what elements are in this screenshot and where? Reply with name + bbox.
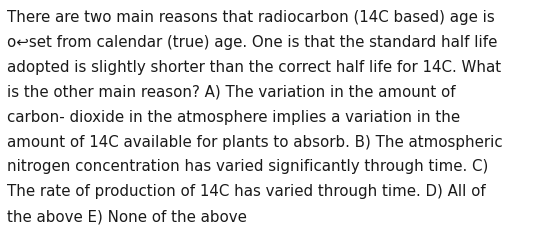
Text: is the other main reason? A) The variation in the amount of: is the other main reason? A) The variati…: [7, 85, 456, 99]
Text: The rate of production of 14C has varied through time. D) All of: The rate of production of 14C has varied…: [7, 183, 486, 198]
Text: nitrogen concentration has varied significantly through time. C): nitrogen concentration has varied signif…: [7, 159, 489, 174]
Text: o↩set from calendar (true) age. One is that the standard half life: o↩set from calendar (true) age. One is t…: [7, 35, 498, 50]
Text: amount of 14C available for plants to absorb. B) The atmospheric: amount of 14C available for plants to ab…: [7, 134, 503, 149]
Text: the above E) None of the above: the above E) None of the above: [7, 208, 247, 223]
Text: There are two main reasons that radiocarbon (14C based) age is: There are two main reasons that radiocar…: [7, 10, 495, 25]
Text: adopted is slightly shorter than the correct half life for 14C. What: adopted is slightly shorter than the cor…: [7, 60, 502, 75]
Text: carbon- dioxide in the atmosphere implies a variation in the: carbon- dioxide in the atmosphere implie…: [7, 109, 460, 124]
